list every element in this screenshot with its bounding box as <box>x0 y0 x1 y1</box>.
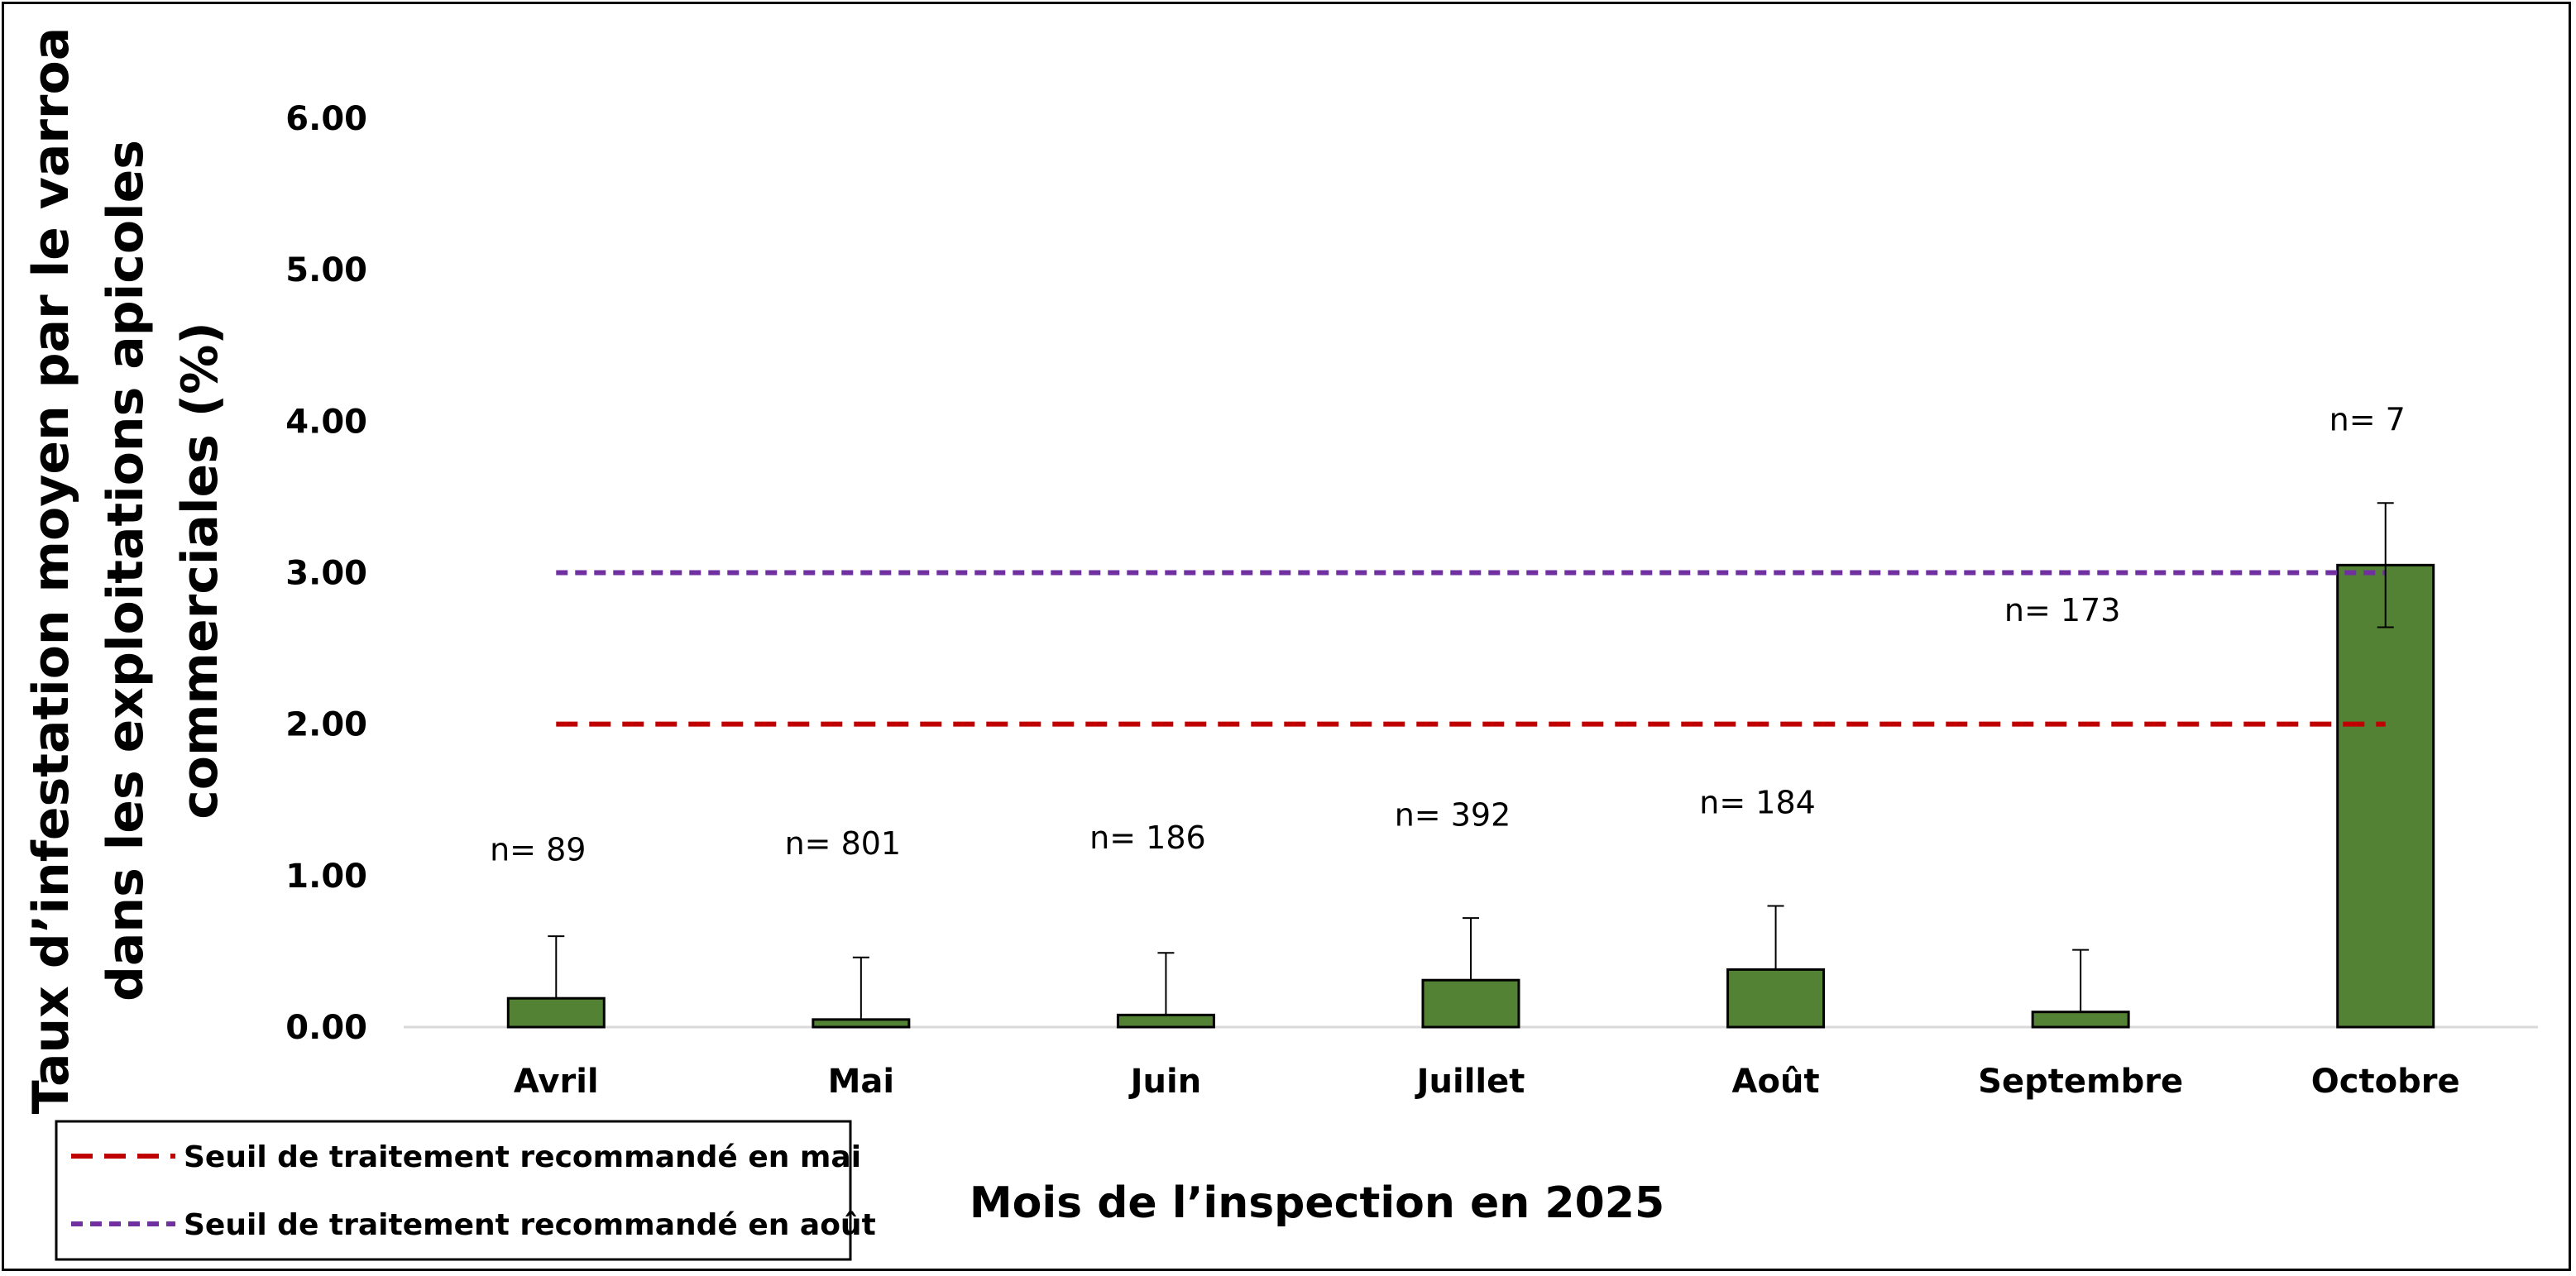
bar <box>1421 978 1520 1029</box>
legend-label: Seuil de traitement recommandé en mai <box>184 1140 861 1174</box>
y-tick-label: 1.00 <box>285 858 367 896</box>
sample-size-label: n= 89 <box>490 832 586 868</box>
bar <box>506 996 606 1029</box>
x-tick-label: Juin <box>1128 1063 1202 1101</box>
y-tick-label: 4.00 <box>285 403 367 441</box>
bars <box>506 563 2435 1029</box>
sample-size-label: n= 801 <box>785 825 902 862</box>
y-tick-label: 5.00 <box>285 251 367 289</box>
y-tick-label: 2.00 <box>285 706 367 744</box>
x-tick-label: Avril <box>514 1063 599 1101</box>
x-tick-label: Juillet <box>1415 1063 1525 1101</box>
bar <box>2031 1011 2130 1029</box>
error-bars <box>548 502 2394 1020</box>
sample-size-labels: n= 89 n= 801 n= 186 n= 392 n= 184 n= 173 n= 7 <box>490 401 2406 867</box>
y-axis-title: Taux d’infestation moyen par le varroa da… <box>22 27 229 1114</box>
threshold-lines <box>556 570 2386 727</box>
legend: Seuil de traitement recommandé en mai Seu… <box>55 1120 876 1261</box>
sample-size-label: n= 7 <box>2329 401 2406 437</box>
x-tick-label: Octobre <box>2311 1063 2460 1101</box>
bar <box>2336 563 2435 1029</box>
x-axis-categories: Avril Mai Juin Juillet Août Septembre Octobre <box>514 1063 2460 1101</box>
sample-size-label: n= 392 <box>1395 796 1511 833</box>
sample-size-label: n= 184 <box>1699 785 1816 821</box>
sample-size-label: n= 186 <box>1089 820 1206 856</box>
bar <box>812 1018 911 1029</box>
bar <box>1116 1013 1215 1029</box>
x-tick-label: Septembre <box>1978 1063 2183 1101</box>
x-tick-label: Mai <box>828 1063 895 1101</box>
x-tick-label: Août <box>1732 1063 1820 1101</box>
y-axis-title-line: dans les exploitations apicoles <box>97 140 155 1001</box>
y-axis-title-line: Taux d’infestation moyen par le varroa <box>22 27 80 1114</box>
sample-size-label: n= 173 <box>2004 592 2121 628</box>
y-axis-title-line: commerciales (%) <box>171 322 229 820</box>
bar <box>1726 968 1826 1029</box>
y-axis-ticks: 0.00 1.00 2.00 3.00 4.00 5.00 6.00 <box>285 100 367 1047</box>
legend-box <box>55 1120 852 1261</box>
legend-label: Seuil de traitement recommandé en août <box>184 1208 876 1242</box>
y-tick-label: 6.00 <box>285 100 367 138</box>
x-axis-title: Mois de l’inspection en 2025 <box>970 1178 1664 1228</box>
y-tick-label: 0.00 <box>285 1009 367 1047</box>
y-tick-label: 3.00 <box>285 555 367 593</box>
